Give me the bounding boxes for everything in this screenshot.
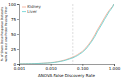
x-axis-line (20, 65, 115, 67)
y-axis-line (17, 5, 20, 65)
y-tick: 50 (11, 32, 19, 37)
y-tick-label: 75 (11, 17, 17, 22)
x-tick-label: 0.010 (45, 66, 57, 71)
marks (19, 4, 114, 64)
y-tick-mark (17, 4, 19, 5)
plot-area: 0.0010.0100.1001.0000255075100KidneyLive… (8, 2, 120, 71)
x-tick-label: 1.000 (109, 66, 121, 71)
y-tick-label: 25 (11, 47, 17, 52)
legend: KidneyLiver (22, 4, 41, 14)
x-tick: 1.000 (109, 64, 121, 71)
reference-line (72, 4, 73, 64)
y-axis: 0 25 50 75 100 (8, 2, 19, 67)
legend-swatch (22, 7, 26, 8)
series-line (19, 4, 114, 64)
y-tick: 0 (13, 62, 19, 67)
y-tick-mark (17, 49, 19, 50)
x-tick: 0.100 (77, 64, 89, 71)
y-tick: 100 (8, 2, 19, 7)
y-tick-label: 0 (13, 62, 16, 67)
x-axis-title: ANOVA False Discovery Rate (38, 73, 95, 78)
y-tick-mark (17, 19, 19, 20)
y-tick-mark (17, 64, 19, 65)
y-tick: 75 (11, 17, 19, 22)
x-tick: 0.010 (45, 64, 57, 71)
legend-swatch (22, 11, 26, 12)
y-tick-label: 100 (8, 2, 16, 7)
y-tick-mark (17, 34, 19, 35)
y-tick: 25 (11, 47, 19, 52)
x-tick-label: 0.100 (77, 66, 89, 71)
y-axis-title: % of Sham Dose Response Datasetswith at … (0, 6, 8, 62)
y-axis-title-line: with at least one Probe Passing Filter (4, 6, 8, 62)
legend-item: Liver (22, 9, 37, 14)
y-tick-label: 50 (11, 32, 17, 37)
series-line (19, 4, 114, 64)
x-axis: 0.0010.0100.1001.000 (14, 64, 121, 71)
chart: 0.0010.0100.1001.0000255075100KidneyLive… (0, 0, 121, 79)
legend-label: Liver (27, 9, 37, 14)
